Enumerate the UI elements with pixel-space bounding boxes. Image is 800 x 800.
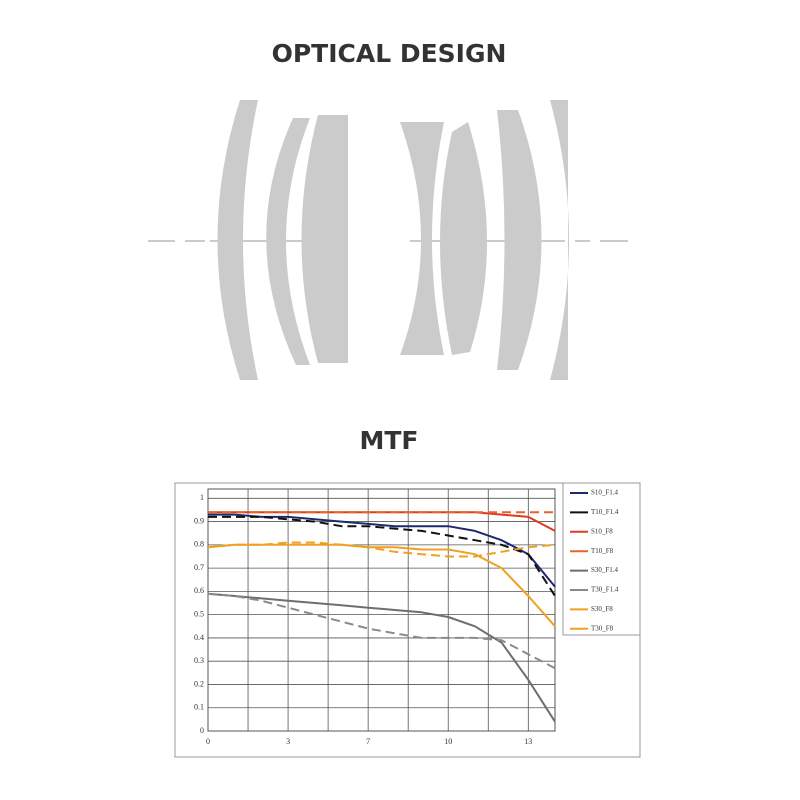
legend-label: T10_F8 — [591, 547, 614, 555]
legend-label: T30_F1.4 — [591, 586, 619, 594]
y-tick-label: 0.2 — [194, 679, 204, 688]
y-tick-label: 0.9 — [194, 516, 204, 525]
lens — [301, 115, 348, 363]
y-tick-label: 1 — [200, 493, 204, 502]
series-line — [207, 592, 556, 670]
legend-label: T10_F1.4 — [591, 508, 619, 516]
series-line — [208, 515, 556, 597]
section-title: OPTICAL DESIGN — [272, 39, 507, 68]
lens-diagram — [148, 100, 628, 380]
legend-label: T30_F8 — [591, 624, 614, 632]
chart-title: MTF — [359, 426, 418, 455]
x-tick-label: 13 — [524, 737, 532, 746]
y-tick-label: 0.1 — [194, 703, 204, 712]
lens — [217, 100, 258, 380]
x-tick-label: 3 — [286, 737, 290, 746]
x-tick-label: 10 — [444, 737, 452, 746]
legend-label: S30_F8 — [591, 605, 613, 613]
x-tick-label: 7 — [366, 737, 370, 746]
y-tick-label: 0.6 — [194, 586, 204, 595]
y-tick-label: 0.5 — [194, 609, 204, 618]
lens — [266, 118, 310, 365]
legend-label: S30_F1.4 — [591, 566, 619, 574]
series-line — [207, 541, 556, 558]
y-tick-label: 0.8 — [194, 540, 204, 549]
y-tick-label: 0 — [200, 726, 204, 735]
lens — [550, 100, 569, 380]
y-tick-label: 0.7 — [194, 563, 204, 572]
legend-label: S10_F8 — [591, 527, 613, 535]
y-tick-label: 0.4 — [194, 633, 204, 642]
y-tick-label: 0.3 — [194, 656, 204, 665]
legend-label: S10_F1.4 — [591, 489, 619, 497]
lens — [400, 122, 444, 355]
lens — [440, 122, 488, 355]
lens — [497, 110, 542, 370]
x-tick-label: 0 — [206, 737, 210, 746]
